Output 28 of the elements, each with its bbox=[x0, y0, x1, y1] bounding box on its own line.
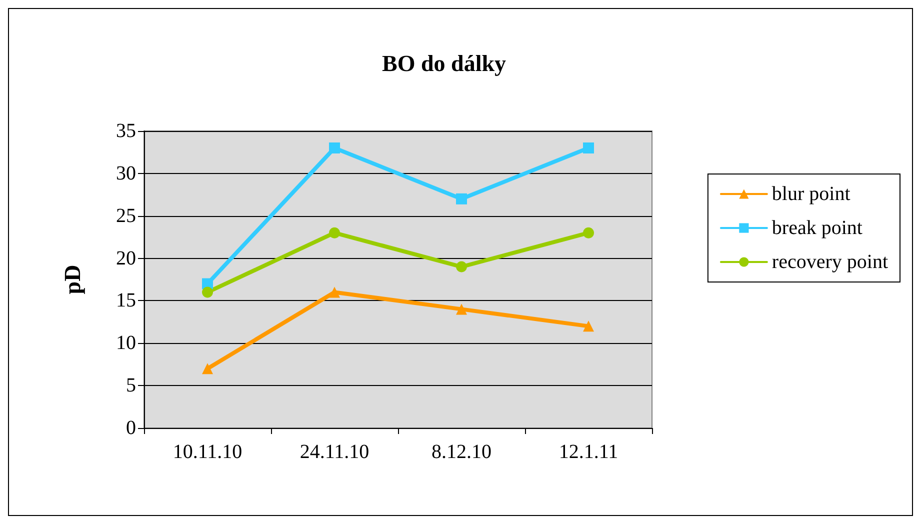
y-tick-label: 15 bbox=[116, 290, 136, 312]
legend-label: break point bbox=[772, 217, 863, 239]
point bbox=[329, 227, 340, 238]
y-tick-label: 0 bbox=[126, 417, 136, 439]
legend-label: recovery point bbox=[772, 251, 888, 273]
y-tick-label: 30 bbox=[116, 162, 136, 184]
point bbox=[456, 193, 467, 204]
x-tick-label: 10.11.10 bbox=[172, 441, 242, 463]
legend-label: blur point bbox=[772, 183, 851, 205]
point bbox=[583, 142, 594, 154]
chart-title: BO do dálky bbox=[382, 51, 506, 76]
x-tick-label: 8.12.10 bbox=[432, 441, 492, 463]
x-tick-label: 24.11.10 bbox=[300, 441, 370, 463]
y-tick-label: 10 bbox=[116, 332, 136, 354]
x-tick-label: 12.1.11 bbox=[558, 441, 618, 463]
point bbox=[329, 142, 340, 154]
y-tick-label: 35 bbox=[116, 120, 136, 142]
y-tick-label: 5 bbox=[126, 374, 136, 397]
y-tick-label: 20 bbox=[116, 247, 136, 270]
y-tick-label: 25 bbox=[116, 204, 136, 227]
point bbox=[329, 286, 340, 298]
point bbox=[202, 363, 213, 374]
point bbox=[456, 304, 467, 315]
point bbox=[583, 320, 594, 332]
y-axis-title: pD bbox=[60, 264, 85, 294]
point bbox=[583, 227, 594, 238]
point bbox=[202, 286, 213, 298]
point bbox=[456, 261, 467, 272]
